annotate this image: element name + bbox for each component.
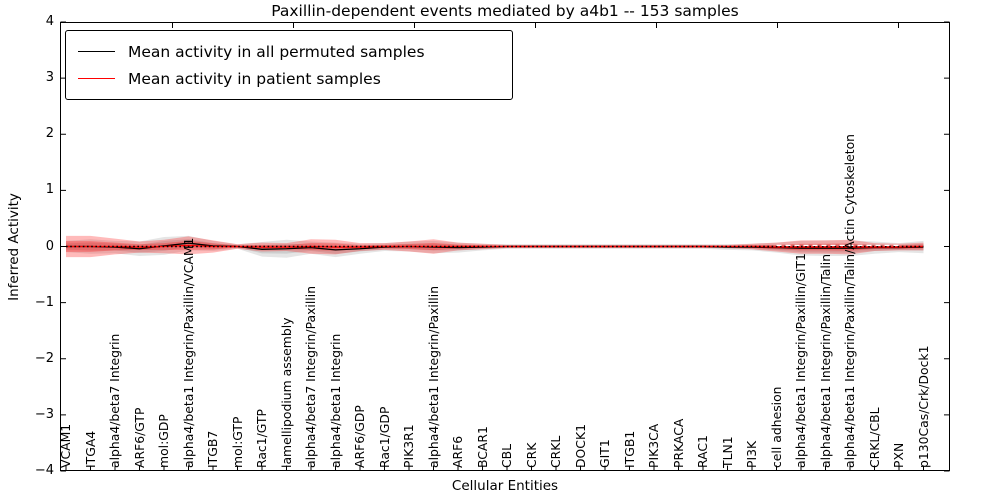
x-tick-label: alpha4/beta7 Integrin/Paxillin	[303, 285, 318, 468]
x-tick-label: alpha4/beta1 Integrin/Paxillin/Talin	[817, 253, 833, 468]
y-tick-label: 0	[45, 238, 54, 254]
x-tick-label: PIK3CA	[646, 423, 661, 468]
legend-line-sample-red	[78, 78, 115, 79]
x-tick-label: PIK3R1	[401, 424, 416, 468]
y-tick-label: −3	[34, 406, 54, 422]
legend-item-patient: Mean activity in patient samples	[78, 65, 512, 92]
x-tick-label: p130Cas/Crk/Dock1	[915, 345, 931, 468]
x-tick-label: alpha4/beta1 Integrin/Paxillin	[425, 285, 441, 468]
x-axis-label: Cellular Entities	[451, 478, 559, 494]
x-tick-label: CBL	[499, 443, 514, 468]
legend-line-sample-black	[78, 51, 115, 52]
x-tick-label: alpha4/beta7 Integrin	[107, 333, 122, 468]
legend-label: Mean activity in all permuted samples	[128, 42, 425, 61]
x-tick-label: mol:GTP	[229, 416, 245, 468]
x-tick-label: CRKL/CBL	[866, 407, 882, 468]
y-tick-label: 2	[45, 126, 54, 142]
x-tick-label: DOCK1	[572, 424, 588, 468]
x-tick-label: ITGB7	[205, 430, 220, 468]
x-tick-label: CRK	[523, 442, 539, 468]
x-tick-label: ITGA4	[82, 430, 98, 468]
x-tick-label: alpha4/beta1 Integrin	[327, 333, 343, 468]
x-tick-label: PRKACA	[670, 418, 686, 468]
y-tick-label: 4	[45, 14, 54, 29]
x-tick-label: cell adhesion	[768, 386, 784, 468]
x-tick-label: CRKL	[548, 435, 563, 468]
legend-box: Mean activity in all permuted samples Me…	[65, 30, 513, 100]
y-tick-label: 1	[45, 182, 54, 198]
x-tick-label: RAC1	[695, 435, 710, 468]
x-tick-label: ARF6/GTP	[131, 407, 147, 468]
x-tick-label: TLN1	[719, 436, 735, 468]
x-tick-label: Rac1/GDP	[376, 406, 392, 468]
x-tick-label: Rac1/GTP	[254, 408, 269, 468]
x-tick-label: alpha4/beta1 Integrin/Paxillin/VCAM1	[180, 237, 196, 468]
x-tick-label: ARF6	[450, 435, 465, 468]
legend-item-permuted: Mean activity in all permuted samples	[78, 38, 512, 65]
x-tick-label: lamellipodium assembly	[278, 317, 294, 468]
x-tick-label: PXN	[891, 442, 906, 468]
chart-title: Paxillin-dependent events mediated by a4…	[271, 2, 739, 20]
x-tick-label: mol:GDP	[156, 414, 171, 468]
x-tick-label: ITGB1	[621, 430, 637, 468]
x-tick-label: alpha4/beta1 Integrin/Paxillin/GIT1	[793, 253, 808, 468]
x-tick-label: VCAM1	[58, 423, 73, 468]
y-tick-label: 3	[45, 70, 54, 86]
y-axis-label: Inferred Activity	[6, 193, 22, 301]
x-tick-label: BCAR1	[474, 426, 490, 468]
y-tick-label: −1	[34, 294, 54, 310]
x-tick-label: GIT1	[597, 439, 612, 468]
y-tick-label: −2	[34, 350, 54, 366]
legend-label: Mean activity in patient samples	[128, 69, 381, 88]
y-tick-label: −4	[34, 463, 54, 478]
x-tick-label: ARF6/GDP	[352, 405, 367, 468]
x-tick-label: PI3K	[744, 440, 759, 468]
x-tick-label: alpha4/beta1 Integrin/Paxillin/Talin/Act…	[842, 133, 857, 468]
